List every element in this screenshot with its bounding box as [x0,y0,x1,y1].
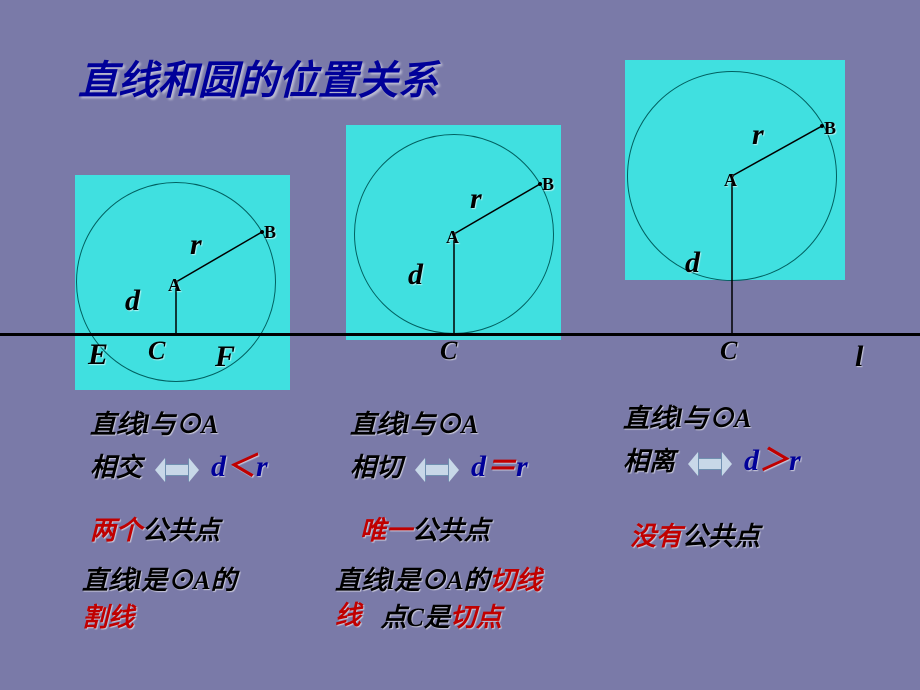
label-F: F [215,340,235,374]
c1-role: 直线l是⊙A的 割线 [82,560,237,634]
p3-B: B [824,118,836,139]
iff-icon [688,452,732,476]
p2-d: d [408,258,423,292]
c3-rel: 直线l与⊙A 相离 d＞r [623,398,801,479]
p2-B: B [542,174,554,195]
c3-pts: 没有公共点 [630,516,760,553]
label-E: E [88,338,108,372]
line-l [0,333,920,336]
c2-pts: 唯一公共点 [360,510,490,547]
p1-C: C [148,336,165,366]
p2-C: C [440,336,457,366]
p3-C: C [720,336,737,366]
p2-r: r [470,182,482,216]
p2-A: A [446,227,459,248]
c1-pts: 两个公共点 [90,510,220,547]
iff-icon [415,458,459,482]
c1-rel: 直线l与⊙A 相交 d＜r [90,404,268,485]
c2-role: 直线l是⊙A的切线 线 点C是切点 [335,560,542,634]
p1-B: B [264,222,276,243]
p1-r: r [190,228,202,262]
axis-label-l: l [855,340,863,374]
iff-icon [155,458,199,482]
p3-d: d [685,246,700,280]
p3-A: A [724,170,737,191]
c2-rel: 直线l与⊙A 相切 d＝r [350,404,528,485]
p1-A: A [168,275,181,296]
p3-r: r [752,118,764,152]
page-title: 直线和圆的位置关系 [78,48,438,106]
c2-role-line: 线 [335,595,361,632]
p1-d: d [125,284,140,318]
